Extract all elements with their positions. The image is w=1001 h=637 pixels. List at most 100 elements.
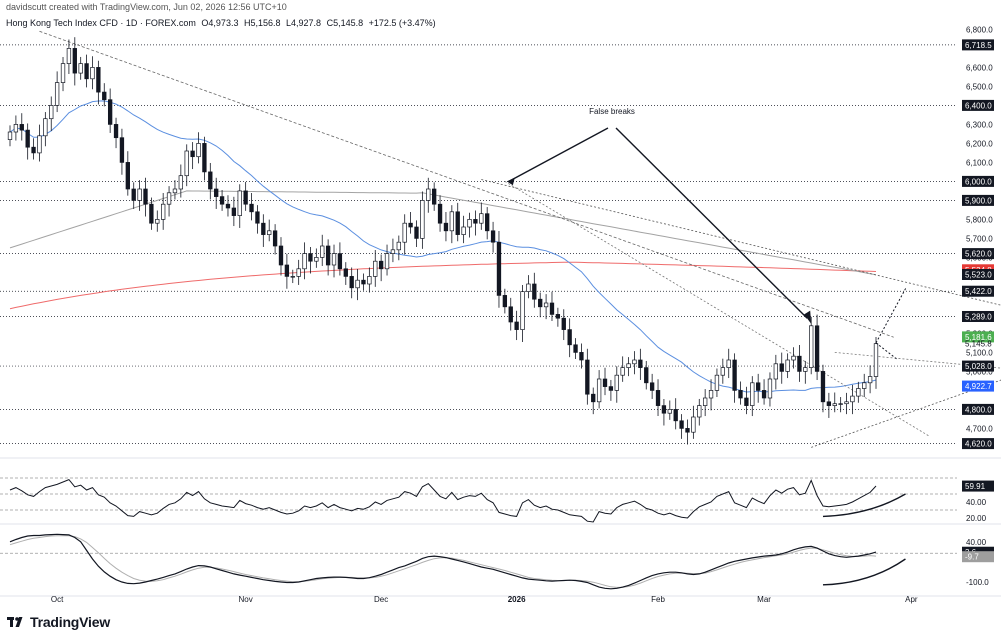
candle[interactable] [679,414,684,439]
candle[interactable] [620,356,625,382]
candle[interactable] [814,314,820,380]
candle[interactable] [243,181,248,211]
tradingview-logo[interactable]: TradingView [6,613,110,631]
candle[interactable] [267,219,272,242]
candle[interactable] [184,144,189,187]
candle[interactable] [143,177,148,217]
candle[interactable] [402,214,407,255]
candle[interactable] [7,125,13,147]
candle[interactable] [473,210,478,236]
candle[interactable] [726,348,731,379]
candle[interactable] [626,357,631,377]
candle[interactable] [214,177,219,209]
candle[interactable] [314,248,319,268]
candle[interactable] [84,54,89,88]
candle[interactable] [149,197,154,230]
candle[interactable] [137,180,142,211]
candle[interactable] [797,344,802,382]
candle[interactable] [19,113,24,141]
candle[interactable] [166,186,172,217]
candle[interactable] [384,244,390,276]
price-badge[interactable]: 5,523.0 [962,269,994,280]
candle[interactable] [543,294,549,320]
candle[interactable] [373,249,378,287]
candle[interactable] [202,136,207,181]
symbol-title[interactable]: Hong Kong Tech Index CFD · 1D · FOREX.co… [6,18,196,28]
candle[interactable] [225,195,231,217]
candle[interactable] [426,177,431,213]
candle[interactable] [219,189,225,211]
trendline[interactable] [834,352,1001,394]
candle[interactable] [526,275,531,299]
candle[interactable] [785,353,790,379]
candle[interactable] [697,398,702,426]
price-badge[interactable]: 5,422.0 [962,285,994,297]
price-badge[interactable]: 4,922.7 [962,380,994,392]
candle[interactable] [585,348,590,405]
candle[interactable] [119,128,125,175]
candle[interactable] [25,123,30,160]
trendline[interactable] [39,30,894,338]
candle[interactable] [685,419,690,445]
candle[interactable] [66,39,72,75]
candle[interactable] [337,242,343,276]
price-badge[interactable]: 59.91 [962,480,994,492]
candle[interactable] [161,192,166,230]
candle[interactable] [561,309,566,341]
candle[interactable] [78,56,83,80]
candle[interactable] [408,211,413,234]
candle[interactable] [49,96,54,132]
candle[interactable] [538,292,543,318]
candle[interactable] [467,212,472,238]
candle[interactable] [732,353,737,403]
candle[interactable] [485,207,490,240]
candle[interactable] [708,379,714,411]
price-badge[interactable]: 5,900.0 [962,194,994,206]
candle[interactable] [779,352,784,384]
price-badge[interactable]: 5,181.6 [962,331,994,343]
candle[interactable] [826,392,832,418]
candle[interactable] [390,238,396,263]
candle[interactable] [72,37,77,86]
candle[interactable] [172,180,178,200]
candle[interactable] [308,246,313,274]
candle[interactable] [791,347,796,369]
candle[interactable] [820,364,826,413]
candle[interactable] [190,142,195,170]
candle[interactable] [567,318,572,358]
candle[interactable] [655,379,661,417]
candle[interactable] [278,237,284,276]
candle[interactable] [803,360,808,384]
candle[interactable] [744,386,749,415]
candle[interactable] [809,316,814,375]
candle[interactable] [54,71,60,113]
candle[interactable] [96,60,101,105]
candle[interactable] [420,191,425,249]
candle[interactable] [691,405,696,439]
candle[interactable] [673,398,678,430]
candle[interactable] [720,358,725,384]
candle[interactable] [37,124,42,162]
candle[interactable] [396,235,401,261]
price-badge[interactable]: 4,800.0 [962,403,994,415]
candle[interactable] [431,182,437,211]
candle[interactable] [43,112,48,147]
candle[interactable] [290,269,295,284]
candle[interactable] [602,367,608,396]
candle[interactable] [862,373,867,398]
candle[interactable] [443,211,449,242]
candle[interactable] [414,220,419,247]
price-badge[interactable]: 6,000.0 [962,175,994,187]
candle[interactable] [738,381,743,405]
candle[interactable] [272,224,278,255]
candle[interactable] [844,392,849,415]
candle[interactable] [773,354,779,390]
candle[interactable] [632,351,637,375]
candle[interactable] [838,397,843,413]
candle[interactable] [502,288,508,314]
candle[interactable] [649,373,655,399]
candle[interactable] [644,360,649,390]
candle[interactable] [638,348,643,380]
candle[interactable] [714,368,720,398]
candle[interactable] [237,184,242,228]
